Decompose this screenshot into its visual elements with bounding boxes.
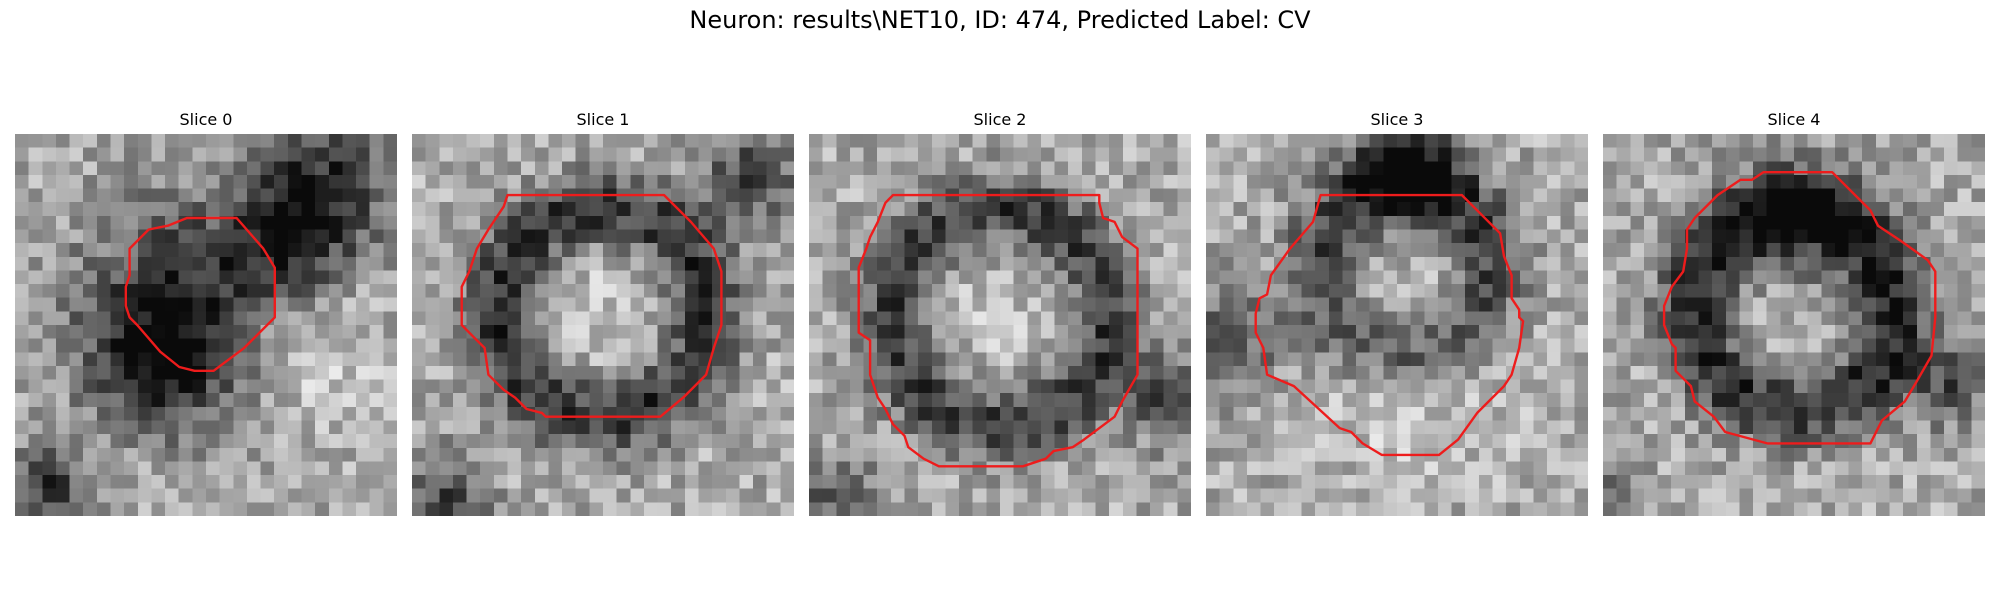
grayscale-pixels (1603, 134, 1985, 516)
grayscale-pixels (809, 134, 1191, 516)
slice-image (15, 134, 397, 516)
slice-panel-3: Slice 3 (1206, 110, 1588, 516)
slice-panel-2: Slice 2 (809, 110, 1191, 516)
slice-image (1603, 134, 1985, 516)
neuron-contour (460, 193, 723, 418)
slice-panel-1: Slice 1 (412, 110, 794, 516)
neuron-contour (857, 193, 1139, 468)
slice-image (1206, 134, 1588, 516)
slice-title: Slice 4 (1767, 110, 1821, 129)
figure-title: Neuron: results\NET10, ID: 474, Predicte… (689, 6, 1311, 34)
grayscale-pixels (412, 134, 794, 516)
slice-title: Slice 0 (179, 110, 233, 129)
slice-panel-0: Slice 0 (15, 110, 397, 516)
slice-image (809, 134, 1191, 516)
slice-title: Slice 3 (1370, 110, 1424, 129)
slice-title: Slice 1 (576, 110, 630, 129)
slice-title: Slice 2 (973, 110, 1027, 129)
neuron-contour (1254, 193, 1525, 457)
neuron-contour (1662, 171, 1937, 445)
grayscale-pixels (15, 134, 397, 516)
grayscale-pixels (1206, 134, 1588, 516)
slice-image (412, 134, 794, 516)
neuron-contour (124, 216, 276, 373)
slice-panel-4: Slice 4 (1603, 110, 1985, 516)
